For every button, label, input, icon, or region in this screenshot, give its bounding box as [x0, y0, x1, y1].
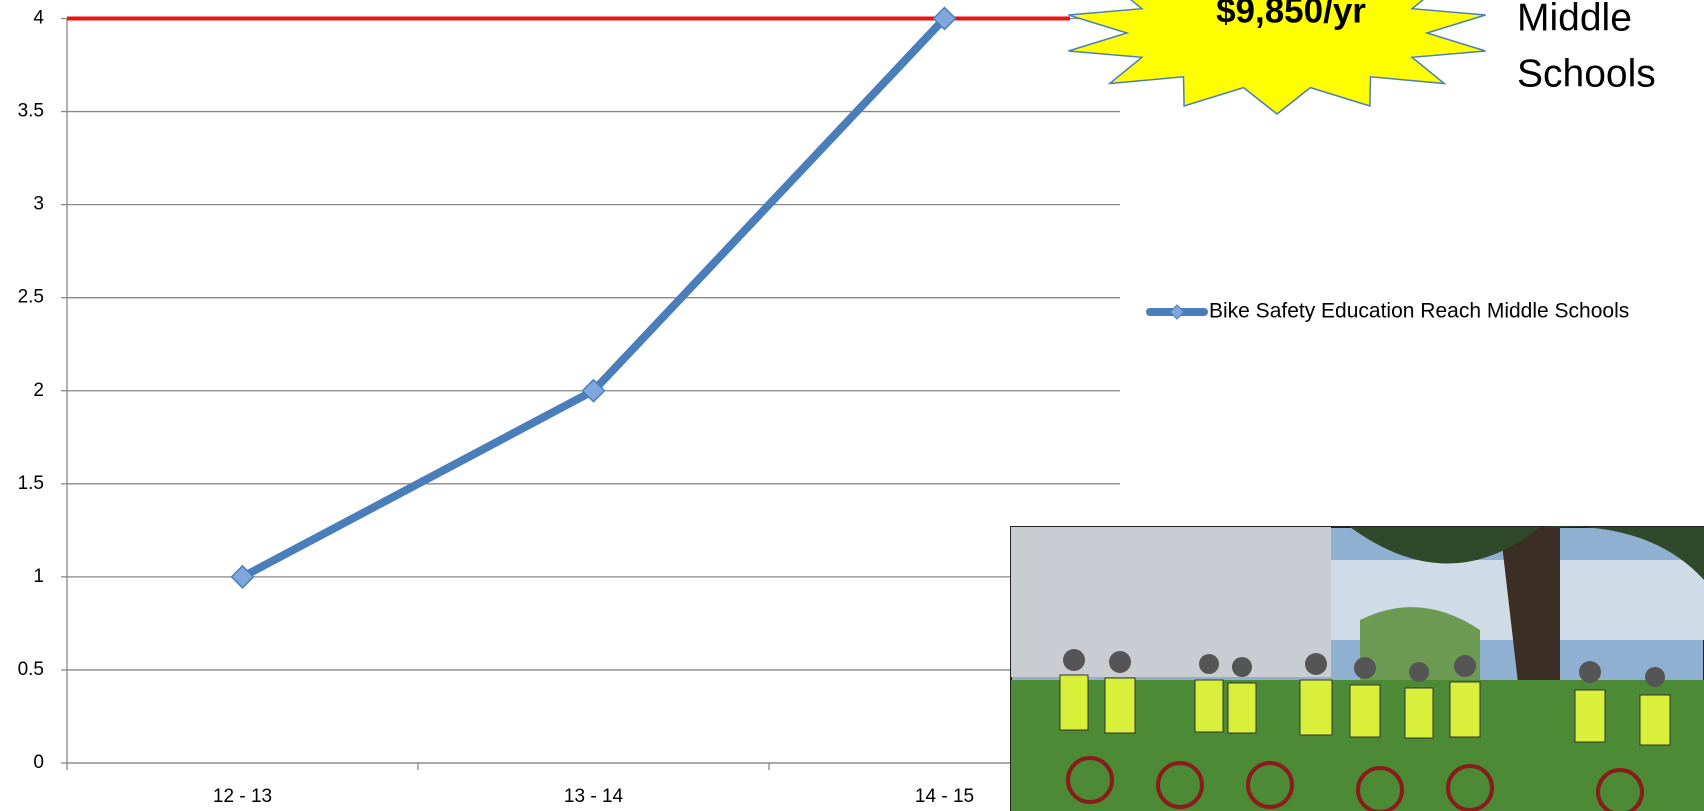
legend-label: Bike Safety Education Reach Middle Schoo…	[1209, 300, 1629, 323]
x-tick-label: 12 - 13	[213, 786, 272, 807]
y-tick-label: 1	[33, 566, 44, 587]
point-marker	[932, 6, 957, 31]
photo	[1010, 526, 1704, 811]
y-tick-label: 4	[33, 8, 44, 29]
point-marker	[581, 378, 606, 403]
x-tick-label: 14 - 15	[915, 786, 974, 807]
y-tick-label: 2	[33, 380, 44, 401]
point-marker	[230, 564, 255, 589]
callout: $9,850/yr	[1216, 0, 1366, 30]
x-tick-label: 13 - 14	[564, 786, 624, 807]
y-tick-label: 0	[33, 752, 44, 773]
y-tick-label: 1.5	[18, 473, 44, 494]
y-tick-label: 3	[33, 194, 44, 215]
heading: Schools	[1517, 52, 1656, 95]
plot-area: 0 0.5 1 1.5 2 2.5 3 3.5 4 12 - 13 13 - 14 14 - 15 Bi…	[18, 6, 1629, 807]
heading: Middle	[1517, 0, 1632, 39]
y-tick-label: 2.5	[18, 287, 44, 308]
y-tick-label: 3.5	[18, 101, 44, 122]
y-tick-label: 0.5	[18, 659, 44, 680]
legend-marker	[1169, 304, 1185, 320]
starburst	[1068, 0, 1486, 115]
